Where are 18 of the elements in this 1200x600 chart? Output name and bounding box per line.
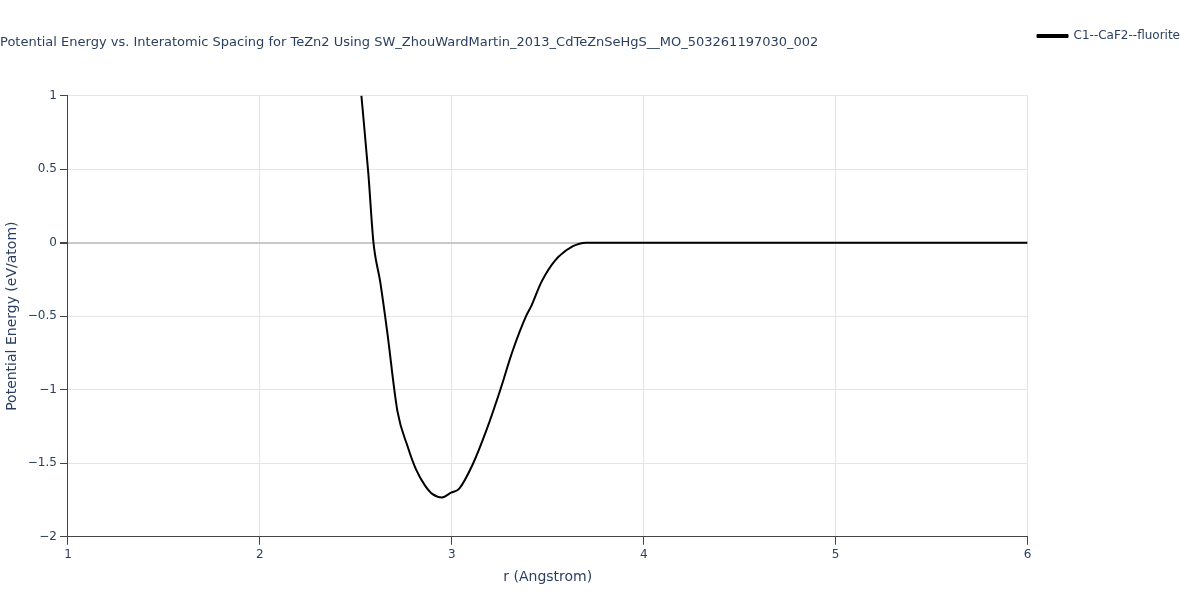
y-tick-label: −1.5	[27, 455, 57, 470]
y-tick-label: −0.5	[27, 308, 57, 323]
x-tick-label: 5	[831, 547, 840, 562]
x-tick-label: 4	[639, 547, 648, 562]
x-tick-label: 6	[1023, 547, 1032, 562]
x-tick-label: 2	[256, 547, 264, 562]
line-series	[360, 95, 1028, 499]
chart-title: Potential Energy vs. Interatomic Spacing for TeZn2 Using SW_ZhouWardMartin_2013_CdTeZnSeHgS__MO_503261197030_002	[0, 34, 819, 50]
legend-label: C1--CaF2--fluorite	[1073, 28, 1180, 43]
y-tick-label: 1	[49, 87, 57, 102]
y-tick-label: −2	[39, 528, 57, 543]
x-tick-label: 3	[447, 547, 456, 562]
x-tick-label: 1	[64, 547, 72, 562]
x-axis-title: r (Angstrom)	[503, 568, 593, 585]
y-tick-label: 0	[49, 234, 57, 249]
y-tick-label: 0.5	[37, 161, 57, 176]
y-axis-title: Potential Energy (eV/atom)	[3, 221, 20, 411]
y-tick-label: −1	[39, 381, 57, 396]
